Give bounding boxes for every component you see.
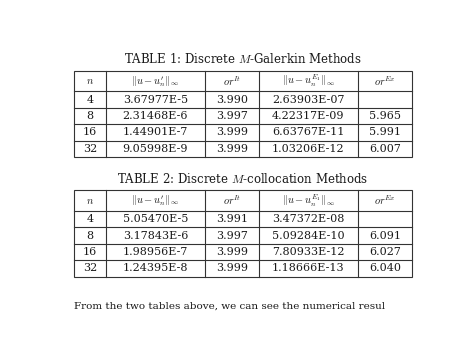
Text: 16: 16	[83, 127, 97, 137]
Text: 3.999: 3.999	[216, 127, 248, 137]
Text: 3.997: 3.997	[216, 231, 248, 240]
Text: 3.999: 3.999	[216, 263, 248, 274]
Bar	[74, 71, 412, 157]
Text: $n$: $n$	[86, 196, 94, 206]
Text: 3.999: 3.999	[216, 144, 248, 154]
Text: 6.091: 6.091	[369, 231, 401, 240]
Text: $n$: $n$	[86, 76, 94, 86]
Text: 9.05998E-9: 9.05998E-9	[123, 144, 188, 154]
Text: 7.80933E-12: 7.80933E-12	[272, 247, 345, 257]
Text: 5.09284E-10: 5.09284E-10	[272, 231, 345, 240]
Text: 6.027: 6.027	[369, 247, 401, 257]
Text: 4: 4	[86, 214, 93, 224]
Text: 4: 4	[86, 95, 93, 104]
Text: $or^{Ex}$: $or^{Ex}$	[374, 74, 396, 88]
Text: 6.63767E-11: 6.63767E-11	[272, 127, 345, 137]
Text: 3.991: 3.991	[216, 214, 248, 224]
Bar	[74, 191, 412, 277]
Text: 5.965: 5.965	[369, 111, 401, 121]
Text: $or^{Ex}$: $or^{Ex}$	[374, 194, 396, 208]
Text: 3.990: 3.990	[216, 95, 248, 104]
Text: $\|u - u_n^{E_1}\|_\infty$: $\|u - u_n^{E_1}\|_\infty$	[282, 73, 335, 89]
Text: $\|u - u_n^{\prime}\|_\infty$: $\|u - u_n^{\prime}\|_\infty$	[131, 74, 180, 89]
Text: 1.03206E-12: 1.03206E-12	[272, 144, 345, 154]
Text: 32: 32	[83, 144, 97, 154]
Text: 2.31468E-6: 2.31468E-6	[123, 111, 188, 121]
Text: 5.991: 5.991	[369, 127, 401, 137]
Text: 3.999: 3.999	[216, 247, 248, 257]
Text: 1.18666E-13: 1.18666E-13	[272, 263, 345, 274]
Text: $\|u - u_n^{E_1}\|_\infty$: $\|u - u_n^{E_1}\|_\infty$	[282, 193, 335, 209]
Text: 8: 8	[86, 231, 93, 240]
Text: 4.22317E-09: 4.22317E-09	[272, 111, 345, 121]
Text: 3.67977E-5: 3.67977E-5	[123, 95, 188, 104]
Text: 16: 16	[83, 247, 97, 257]
Text: 1.44901E-7: 1.44901E-7	[123, 127, 188, 137]
Text: 5.05470E-5: 5.05470E-5	[123, 214, 188, 224]
Text: 6.040: 6.040	[369, 263, 401, 274]
Text: $\|u - u_n^{\prime}\|_\infty$: $\|u - u_n^{\prime}\|_\infty$	[131, 193, 180, 208]
Text: $or^{It}$: $or^{It}$	[223, 74, 241, 88]
Text: $or^{It}$: $or^{It}$	[223, 194, 241, 208]
Text: TABLE 2: Discrete $\it{M}$-collocation Methods: TABLE 2: Discrete $\it{M}$-collocation M…	[117, 172, 369, 186]
Text: 32: 32	[83, 263, 97, 274]
Text: From the two tables above, we can see the numerical resul: From the two tables above, we can see th…	[74, 301, 385, 311]
Text: 3.47372E-08: 3.47372E-08	[272, 214, 345, 224]
Text: 2.63903E-07: 2.63903E-07	[272, 95, 345, 104]
Text: 3.997: 3.997	[216, 111, 248, 121]
Text: 3.17843E-6: 3.17843E-6	[123, 231, 188, 240]
Text: 1.24395E-8: 1.24395E-8	[123, 263, 188, 274]
Text: TABLE 1: Discrete $\it{M}$-Galerkin Methods: TABLE 1: Discrete $\it{M}$-Galerkin Meth…	[124, 52, 362, 66]
Text: 1.98956E-7: 1.98956E-7	[123, 247, 188, 257]
Text: 8: 8	[86, 111, 93, 121]
Text: 6.007: 6.007	[369, 144, 401, 154]
